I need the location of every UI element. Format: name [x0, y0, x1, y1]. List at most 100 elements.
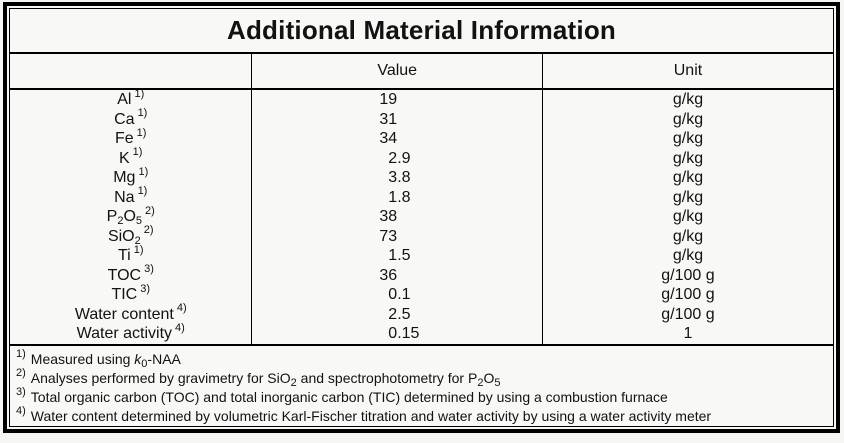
value-number: 0.1	[388, 286, 411, 303]
parameter-label: P2O5	[106, 208, 143, 227]
table-row: Ca 1) 31 g/kg	[10, 107, 833, 130]
value-number: 19	[379, 91, 398, 108]
parameter-cell: Water content 4)	[10, 302, 252, 325]
parameter-cell: Mg 1)	[10, 166, 252, 188]
footnote-marker: 4)	[175, 321, 185, 334]
table-row: Fe 1) 34 g/kg	[10, 126, 833, 149]
parameter-label: Ti	[117, 247, 131, 264]
value-cell: 36	[251, 265, 543, 285]
table-row: SiO22) 73 g/kg	[10, 224, 833, 247]
footnote-line: 1) Measured using k0-NAA	[16, 347, 823, 370]
table-row: TIC 3) 0.1 g/100 g	[10, 283, 833, 305]
column-header-value: Value	[251, 54, 543, 90]
value-number: 3.8	[388, 169, 411, 186]
column-header-parameter	[10, 54, 252, 90]
unit-cell: g/kg	[541, 226, 833, 246]
footnote-marker: 1)	[133, 243, 144, 256]
unit-cell: 1	[541, 324, 833, 344]
footnote-marker: 4)	[176, 302, 187, 315]
table-row: TOC 3) 36 g/100 g	[10, 263, 833, 286]
page-title: Additional Material Information	[10, 9, 833, 54]
unit-cell: g/kg	[541, 187, 833, 207]
unit-cell: g/100 g	[541, 304, 833, 324]
footnote-marker: 3)	[144, 263, 154, 276]
value-cell: 2.5	[251, 304, 543, 324]
footnote-marker: 2)	[145, 204, 155, 217]
footnote-marker: 1)	[134, 87, 145, 100]
table-row: Water content 4) 2.5 g/100 g	[10, 302, 833, 325]
parameter-label: SiO2	[107, 227, 141, 247]
header-row: Value Unit	[10, 54, 833, 90]
unit-cell: g/100 g	[541, 265, 833, 285]
value-cell: 34	[251, 129, 543, 149]
footnote-marker: 1)	[136, 126, 147, 139]
parameter-label: TIC	[111, 286, 138, 303]
footnote-text: Total organic carbon (TOC) and total ino…	[30, 388, 668, 405]
material-info-table: Value Unit Al 1) 19 g/kg Ca 1) 31 g/kg Fe 1) 34 g/k…	[10, 54, 833, 344]
value-cell: 38	[251, 207, 543, 227]
footnote-marker: 2)	[143, 224, 154, 237]
unit-cell: g/100 g	[541, 285, 833, 305]
unit-cell: g/kg	[541, 168, 833, 188]
table-row: Al 1) 19 g/kg	[10, 87, 833, 110]
value-number: 31	[379, 110, 398, 128]
footnote-marker: 1)	[132, 146, 143, 159]
parameter-cell: K 1)	[10, 146, 252, 169]
value-cell: 19	[251, 89, 543, 110]
value-cell: 1.5	[251, 246, 543, 266]
value-cell: 3.8	[251, 168, 543, 188]
unit-cell: g/kg	[541, 89, 833, 110]
unit-cell: g/kg	[541, 129, 833, 149]
value-number: 1.8	[388, 188, 411, 206]
unit-cell: g/kg	[541, 148, 833, 168]
table-row: Ti 1) 1.5 g/kg	[10, 243, 833, 266]
parameter-label: Fe	[115, 130, 134, 147]
value-number: 38	[379, 208, 398, 225]
table-row: P2O52) 38 g/kg	[10, 204, 833, 227]
footnote-marker: 2)	[16, 366, 26, 379]
parameter-label: Na	[114, 188, 135, 206]
value-number: 2.5	[388, 305, 411, 323]
footnote-text: Water content determined by volumetric K…	[30, 407, 712, 424]
value-number: 34	[379, 130, 398, 147]
parameter-cell: P2O52)	[10, 204, 252, 227]
table-row: Na 1) 1.8 g/kg	[10, 185, 833, 207]
parameter-label: Ca	[114, 110, 135, 128]
footnote-marker: 1)	[137, 107, 148, 120]
parameter-label: Mg	[113, 169, 136, 186]
value-number: 36	[379, 266, 398, 284]
column-header-unit: Unit	[541, 54, 833, 90]
table-row: Mg 1) 3.8 g/kg	[10, 166, 833, 188]
unit-cell: g/kg	[541, 246, 833, 266]
value-cell: 1.8	[251, 187, 543, 207]
value-cell: 0.1	[251, 285, 543, 305]
parameter-cell: TIC 3)	[10, 283, 252, 305]
table-row: K 1) 2.9 g/kg	[10, 146, 833, 169]
table-container: Additional Material Information Value Un…	[9, 8, 834, 427]
parameter-label: K	[119, 149, 130, 167]
value-cell: 73	[251, 226, 543, 246]
footnote-line: 2) Analyses performed by gravimetry for S…	[16, 366, 823, 389]
unit-cell: g/kg	[541, 207, 833, 227]
parameter-cell: SiO22)	[10, 224, 252, 247]
parameter-cell: Ca 1)	[10, 107, 252, 130]
document-frame: Additional Material Information Value Un…	[3, 2, 840, 433]
footnote-marker: 3)	[16, 385, 26, 398]
parameter-label: Water activity	[76, 325, 173, 342]
footnote-line: 4) Water content determined by volumetric…	[16, 405, 823, 426]
footnote-marker: 1)	[16, 347, 26, 360]
parameter-label: Al	[117, 91, 132, 108]
parameter-cell: TOC 3)	[10, 263, 252, 286]
parameter-cell: Al 1)	[10, 87, 252, 110]
footnote-marker: 1)	[137, 185, 148, 198]
footnote-text: Analyses performed by gravimetry for SiO…	[30, 369, 501, 389]
unit-cell: g/kg	[541, 109, 833, 129]
table-row: Water activity 4) 0.15 1	[10, 321, 833, 344]
value-cell: 0.15	[251, 324, 543, 344]
footnotes-section: 1) Measured using k0-NAA 2) Analyses perfor…	[10, 343, 833, 427]
value-number: 73	[379, 227, 398, 245]
parameter-cell: Ti 1)	[10, 243, 252, 266]
footnote-text: Measured using k0-NAA	[30, 350, 181, 370]
value-cell: 31	[251, 109, 543, 129]
parameter-label: Water content	[74, 305, 174, 323]
